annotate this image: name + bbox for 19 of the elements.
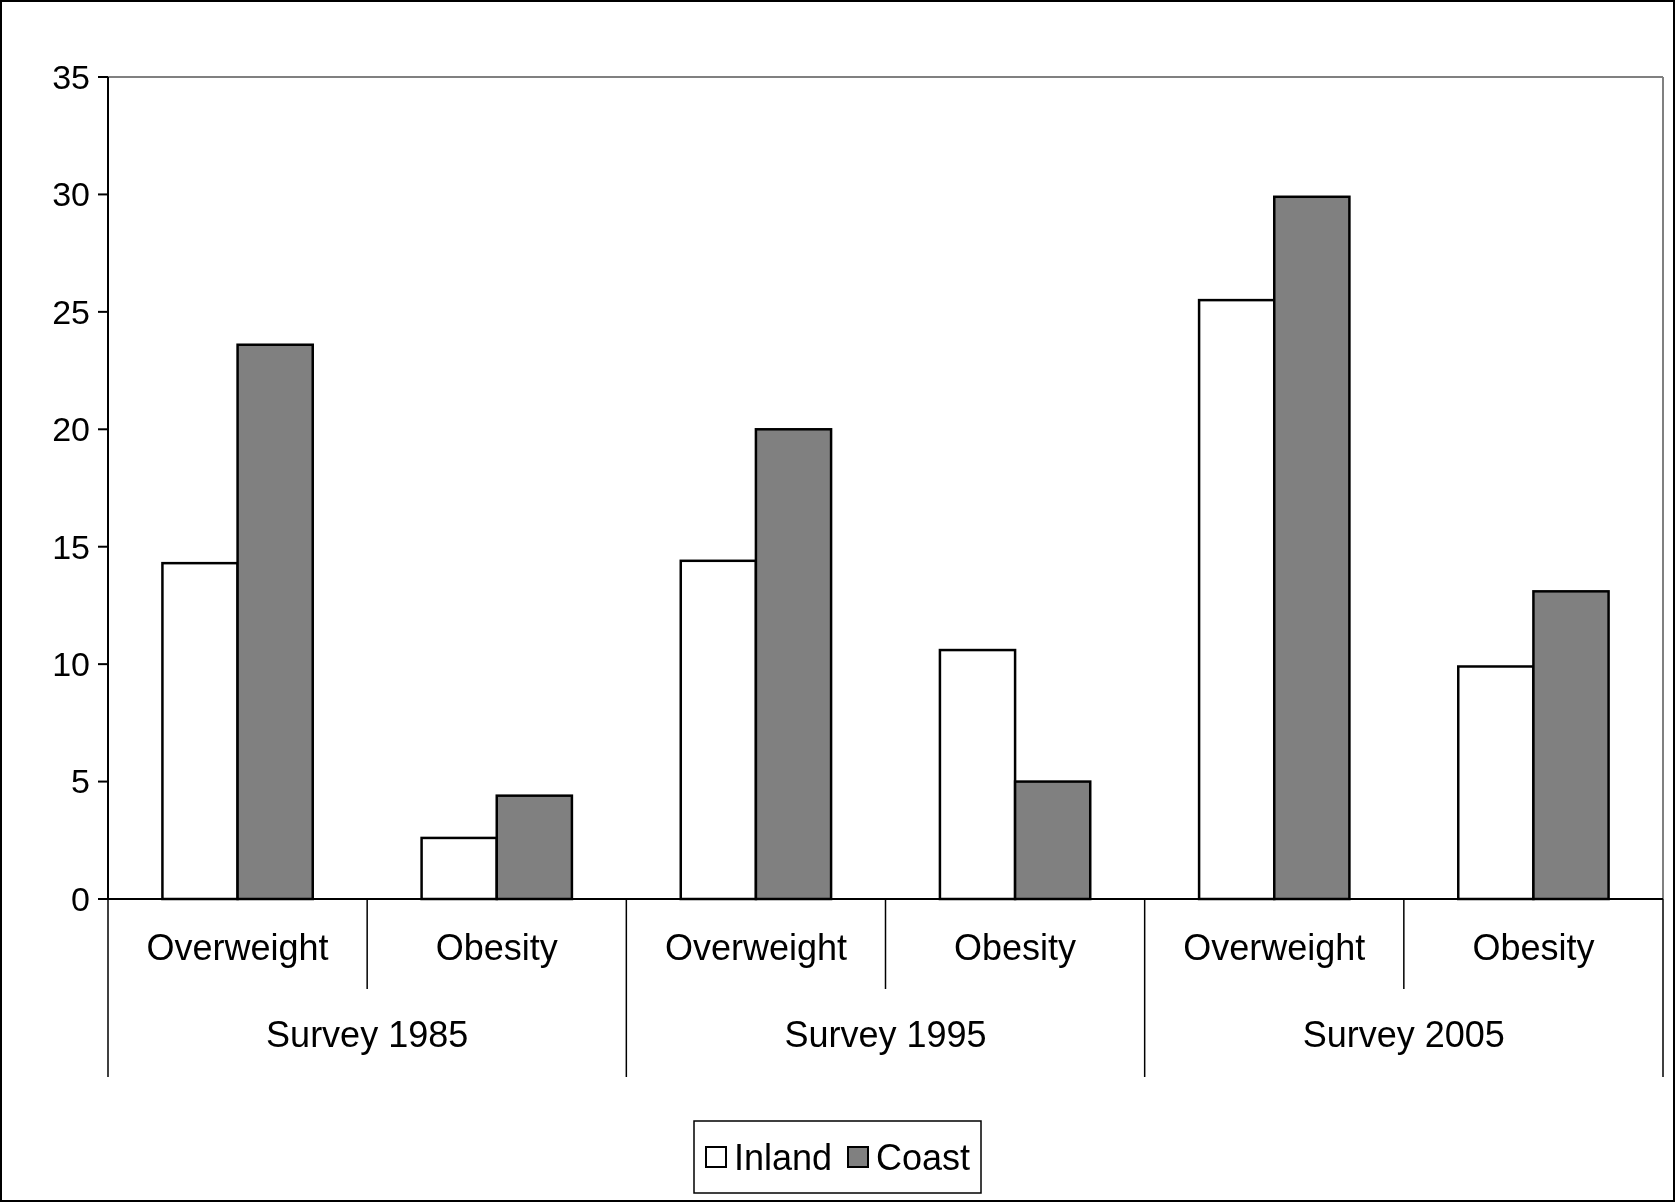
x-tick-label: Obesity — [435, 927, 558, 968]
y-tick-label: 15 — [52, 527, 90, 566]
text: Survey 1995 — [784, 1014, 987, 1055]
x-tick-label: Overweight — [664, 927, 847, 968]
x-tick-label: Obesity — [1472, 927, 1595, 968]
text: Survey 2005 — [1302, 1014, 1505, 1055]
text: Survey 1985 — [266, 1014, 469, 1055]
y-tick-label: 30 — [52, 175, 90, 214]
y-tick-label: 5 — [71, 762, 90, 801]
x-tick-label: Overweight — [1183, 927, 1366, 968]
legend-label: Coast — [876, 1136, 971, 1178]
y-tick-label: 20 — [52, 410, 90, 449]
y-tick-label: 25 — [52, 292, 90, 331]
y-tick-label: 10 — [52, 645, 90, 684]
x-tick-label: Overweight — [146, 927, 329, 968]
x-tick-label: Obesity — [954, 927, 1077, 968]
legend-label: Inland — [734, 1136, 833, 1178]
y-tick-label: 35 — [52, 57, 90, 96]
y-tick-label: 0 — [71, 879, 90, 918]
